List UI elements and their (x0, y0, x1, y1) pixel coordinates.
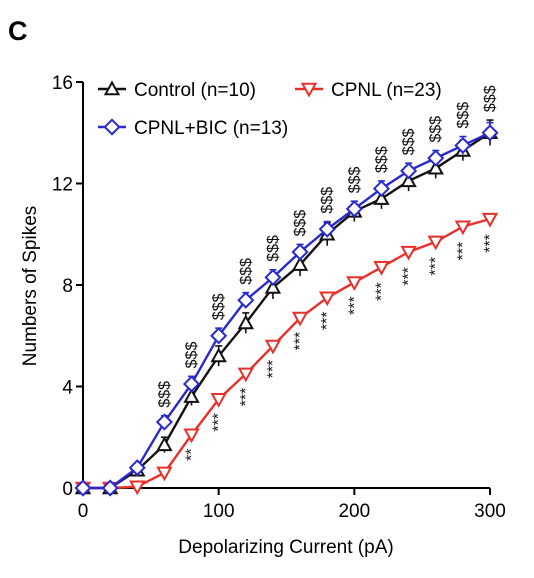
legend: Control (n=10) CPNL (n=23) CPNL+BIC (n=13) (98, 80, 442, 139)
data-point (318, 220, 336, 238)
legend-marker (300, 82, 318, 98)
y-tick-label: 12 (52, 175, 73, 196)
series-line (83, 131, 491, 490)
significance-annotations: $$$ $$$ $$$ $$$ $$$ $$$ $$$ $$$ $$$ $$$ $$$ $$$ $$$ *… (156, 85, 499, 461)
x-tick-label: 0 (78, 501, 89, 522)
legend-item: CPNL+BIC (n=13) (98, 118, 288, 139)
data-point (400, 172, 417, 188)
data-point (183, 428, 200, 444)
star-annotation: *** (211, 413, 228, 432)
star-annotation: *** (455, 242, 472, 261)
data-point (345, 200, 363, 218)
series-line (83, 131, 491, 490)
star-annotation: *** (238, 388, 255, 407)
dollar-annotation: $$$ (428, 116, 445, 143)
dollar-annotation: $$$ (319, 187, 336, 214)
x-axis-title: Depolarizing Current (pA) (178, 537, 393, 558)
legend-label: CPNL (n=23) (331, 80, 442, 101)
y-tick-label: 0 (62, 479, 73, 500)
data-point (427, 149, 445, 167)
star-annotation: *** (346, 296, 363, 315)
legend-label: Control (n=10) (134, 80, 256, 101)
data-point (210, 392, 227, 408)
data-point (454, 136, 472, 155)
series-line (83, 217, 491, 490)
x-tick-label: 100 (203, 501, 235, 522)
star-annotation: *** (319, 311, 336, 330)
data-point (182, 375, 201, 393)
dollar-annotation: $$$ (482, 85, 499, 112)
dollar-annotation: $$$ (265, 235, 282, 262)
dollar-annotation: $$$ (156, 381, 173, 408)
data-point (373, 261, 390, 276)
star-annotation: *** (401, 267, 418, 286)
data-point (481, 212, 499, 228)
data-point (346, 276, 363, 292)
dollar-annotation: $$$ (346, 166, 363, 193)
data-point (237, 367, 254, 383)
data-point (210, 347, 227, 363)
data-point (427, 235, 444, 251)
dollar-annotation: $$$ (184, 342, 201, 369)
data-point (74, 479, 92, 497)
data-point (101, 479, 119, 497)
dollar-annotation: $$$ (238, 258, 255, 285)
data-point (454, 220, 472, 236)
y-tick-label: 4 (62, 378, 73, 399)
data-point (264, 278, 282, 294)
legend-item: CPNL (n=23) (295, 80, 442, 101)
series-diamond (74, 121, 499, 497)
data-point (183, 388, 200, 403)
data-point (237, 314, 254, 330)
data-point (155, 413, 173, 431)
star-annotation: *** (428, 257, 445, 276)
legend-item: Control (n=10) (98, 80, 256, 101)
star-annotation: *** (373, 282, 390, 301)
legend-marker (103, 80, 121, 96)
data-point (291, 311, 309, 327)
series-triangle-down (74, 212, 499, 497)
data-point (128, 459, 146, 477)
data-point (129, 480, 146, 496)
data-point (481, 124, 499, 142)
data-point (319, 291, 336, 307)
data-point (291, 256, 309, 271)
data-point (264, 339, 282, 355)
data-point (372, 180, 391, 198)
x-tick-label: 200 (338, 501, 370, 522)
star-annotation: *** (482, 234, 499, 253)
star-annotation: *** (265, 360, 282, 379)
data-point (427, 159, 444, 175)
series-triangle-up (74, 119, 499, 495)
data-point (291, 243, 309, 261)
data-point (156, 436, 173, 452)
y-tick-label: 16 (52, 73, 73, 94)
data-point (237, 291, 255, 309)
data-point (156, 466, 173, 482)
dollar-annotation: $$$ (455, 102, 472, 129)
axes: 0 4 8 12 16 0 100 200 300 (52, 73, 506, 522)
x-tick-label: 300 (474, 501, 506, 522)
y-tick-label: 8 (62, 276, 73, 297)
series-layer (74, 119, 499, 497)
star-annotation: *** (292, 332, 309, 351)
data-point (373, 190, 390, 205)
dollar-annotation: $$$ (211, 293, 228, 320)
panel-letter: C (8, 16, 28, 46)
y-axis-title: Numbers of Spikes (20, 206, 41, 367)
star-annotation: ** (184, 449, 201, 461)
dollar-annotation: $$$ (292, 210, 309, 237)
data-point (264, 268, 282, 286)
data-point (400, 245, 417, 261)
data-point (210, 327, 228, 345)
dollar-annotation: $$$ (373, 146, 390, 173)
legend-label: CPNL+BIC (n=13) (134, 118, 288, 139)
legend-marker (103, 118, 121, 136)
data-point (400, 162, 418, 180)
dollar-annotation: $$$ (401, 128, 418, 155)
